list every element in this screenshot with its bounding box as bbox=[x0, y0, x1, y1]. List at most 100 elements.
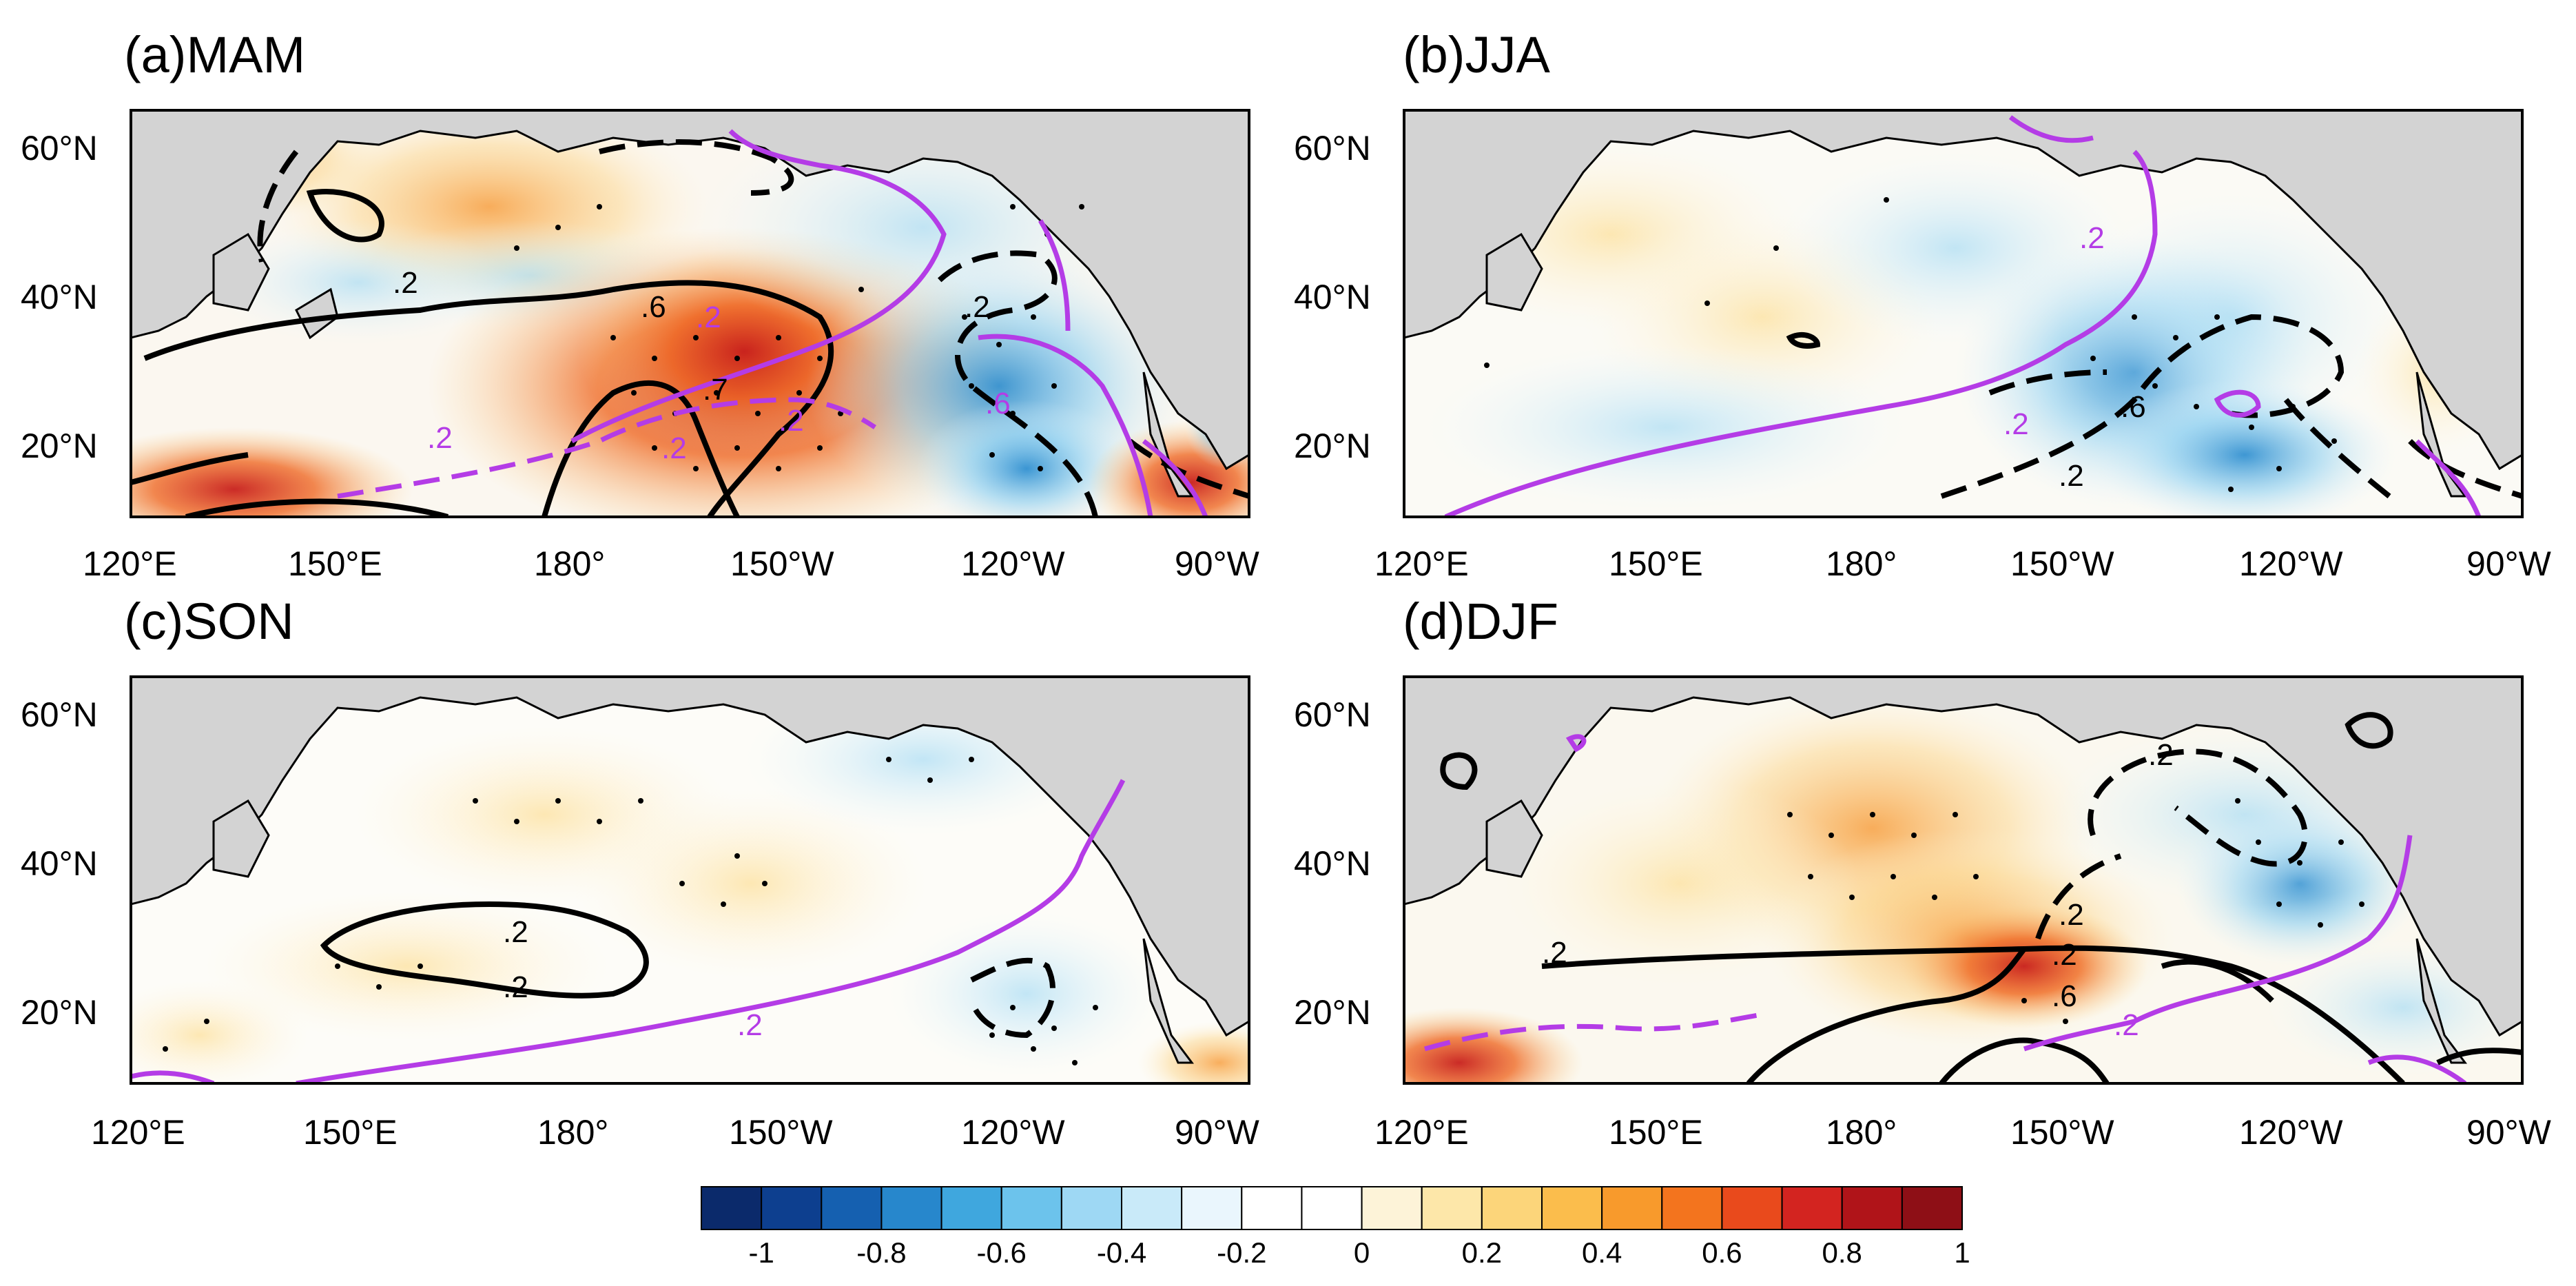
colorbar-swatch bbox=[1661, 1186, 1723, 1230]
lat-tick-a-40: 40°N bbox=[21, 278, 98, 316]
purple-label-d-1: .2 bbox=[2114, 1008, 2139, 1042]
lon-tick-b-180: 180° bbox=[1826, 544, 1897, 583]
contour-label-b-2: .6 bbox=[2121, 390, 2146, 424]
colorbar-tick-label: -1 bbox=[748, 1236, 774, 1269]
lat-tick-b-60: 60°N bbox=[1294, 129, 1371, 167]
colorbar-swatch bbox=[1841, 1186, 1903, 1230]
colorbar-swatch bbox=[1060, 1186, 1123, 1230]
contour-label-c-1: .2 bbox=[503, 915, 528, 949]
lat-tick-a-20: 20°N bbox=[21, 427, 98, 465]
lat-tick-c-60: 60°N bbox=[21, 695, 98, 734]
colorbar-swatch bbox=[821, 1186, 883, 1230]
contour-label-d-1: .2 bbox=[2148, 738, 2174, 772]
colorbar-tick-label: -0.6 bbox=[977, 1236, 1027, 1269]
lon-tick-d-180: 180° bbox=[1826, 1113, 1897, 1152]
panel-title-mam: (a)MAM bbox=[124, 26, 305, 83]
colorbar-swatch bbox=[1481, 1186, 1543, 1230]
stippling-d bbox=[1787, 798, 2364, 1024]
colorbar-swatch bbox=[1181, 1186, 1243, 1230]
colorbar-tick-label: -0.8 bbox=[856, 1236, 906, 1269]
contour-label-b-1: .2 bbox=[2059, 459, 2084, 493]
panel-son: .2 .2 .2 bbox=[130, 675, 1250, 1085]
panel-title-jja: (b)JJA bbox=[1403, 26, 1550, 83]
lon-tick-a-150e: 150°E bbox=[288, 544, 382, 583]
lon-tick-c-90w: 90°W bbox=[1175, 1113, 1260, 1152]
panel-title-son: (c)SON bbox=[124, 593, 294, 650]
purple-label-a-2: .2 bbox=[427, 421, 453, 455]
colorbar-swatch bbox=[1421, 1186, 1483, 1230]
lon-tick-c-120e: 120°E bbox=[91, 1113, 185, 1152]
contour-label-a-2: .6 bbox=[641, 290, 666, 324]
colorbar-tick-label: 0.2 bbox=[1462, 1236, 1502, 1269]
colorbar-swatch bbox=[1781, 1186, 1843, 1230]
colorbar-swatch bbox=[1601, 1186, 1663, 1230]
colorbar-swatch bbox=[761, 1186, 823, 1230]
contour-label-a-1: .2 bbox=[393, 266, 418, 300]
lon-tick-b-120e: 120°E bbox=[1374, 544, 1469, 583]
colorbar: -1 -0.8 -0.6 -0.4 -0.2 0 0.2 0.4 0.6 0.8 1 bbox=[701, 1186, 1970, 1269]
purple-label-c-1: .2 bbox=[737, 1008, 763, 1042]
lon-tick-d-120w: 120°W bbox=[2239, 1113, 2343, 1152]
purple-label-b-2: .2 bbox=[2003, 407, 2029, 441]
colorbar-swatch bbox=[1541, 1186, 1603, 1230]
colorbar-tick-label: 1 bbox=[1954, 1236, 1970, 1269]
lat-tick-c-40: 40°N bbox=[21, 844, 98, 883]
lon-tick-c-150w: 150°W bbox=[729, 1113, 833, 1152]
panel-mam: .2 .6 .7 .2 .2 .2 .2 .6 .2 bbox=[130, 109, 1250, 518]
lon-tick-a-120w: 120°W bbox=[961, 544, 1065, 583]
colorbar-swatch bbox=[1721, 1186, 1783, 1230]
purple-label-a-4: .2 bbox=[779, 404, 804, 438]
colorbar-swatch bbox=[1241, 1186, 1303, 1230]
lon-tick-b-90w: 90°W bbox=[2466, 544, 2552, 583]
lon-tick-a-120e: 120°E bbox=[83, 544, 177, 583]
contour-label-d-2: .2 bbox=[2059, 898, 2084, 932]
panel-djf: .2 .2 .2 .2 .6 .2 bbox=[1403, 675, 2524, 1085]
lon-tick-a-180: 180° bbox=[534, 544, 605, 583]
lon-tick-b-150e: 150°E bbox=[1609, 544, 1703, 583]
contour-label-d-5: .6 bbox=[2052, 979, 2077, 1013]
colorbar-swatch bbox=[1361, 1186, 1423, 1230]
lat-tick-d-20: 20°N bbox=[1294, 993, 1371, 1032]
lat-tick-a-60: 60°N bbox=[21, 129, 98, 167]
stippling-a bbox=[514, 204, 1084, 471]
colorbar-swatch bbox=[940, 1186, 1002, 1230]
colorbar-tick-label: -0.2 bbox=[1217, 1236, 1266, 1269]
purple-label-a-5: .6 bbox=[985, 387, 1011, 420]
lon-tick-c-150e: 150°E bbox=[303, 1113, 398, 1152]
colorbar-swatch bbox=[880, 1186, 942, 1230]
colorbar-tick-label: -0.4 bbox=[1097, 1236, 1146, 1269]
colorbar-tick-label: 0.6 bbox=[1702, 1236, 1742, 1269]
lat-tick-b-40: 40°N bbox=[1294, 278, 1371, 316]
lon-tick-d-150w: 150°W bbox=[2010, 1113, 2114, 1152]
purple-label-b-1: .2 bbox=[2079, 221, 2105, 255]
contour-label-d-3: .2 bbox=[1542, 936, 1567, 970]
lon-tick-a-150w: 150°W bbox=[730, 544, 834, 583]
purple-label-a-3: .2 bbox=[661, 431, 687, 465]
lon-tick-c-180: 180° bbox=[537, 1113, 608, 1152]
contour-label-a-3: .7 bbox=[703, 373, 728, 407]
panel-title-djf: (d)DJF bbox=[1403, 593, 1558, 650]
colorbar-swatch bbox=[1301, 1186, 1363, 1230]
lon-tick-d-120e: 120°E bbox=[1374, 1113, 1469, 1152]
colorbar-swatch bbox=[1000, 1186, 1062, 1230]
lon-tick-d-150e: 150°E bbox=[1609, 1113, 1703, 1152]
lat-tick-d-60: 60°N bbox=[1294, 695, 1371, 734]
colorbar-swatch bbox=[1121, 1186, 1183, 1230]
lon-tick-b-120w: 120°W bbox=[2239, 544, 2343, 583]
lat-tick-b-20: 20°N bbox=[1294, 427, 1371, 465]
panel-jja: .2 .6 .2 .2 bbox=[1403, 109, 2524, 518]
colorbar-swatch bbox=[701, 1186, 763, 1230]
colorbar-tick-label: 0 bbox=[1354, 1236, 1370, 1269]
lon-tick-a-90w: 90°W bbox=[1175, 544, 1260, 583]
colorbar-swatch bbox=[1901, 1186, 1964, 1230]
purple-label-a-6: .2 bbox=[965, 290, 990, 324]
contour-label-c-2: .2 bbox=[503, 970, 528, 1004]
purple-label-a-1: .2 bbox=[696, 300, 721, 334]
lat-tick-d-40: 40°N bbox=[1294, 844, 1371, 883]
lon-tick-c-120w: 120°W bbox=[961, 1113, 1065, 1152]
lon-tick-b-150w: 150°W bbox=[2010, 544, 2114, 583]
axis-labels: 60°N 40°N 20°N 60°N 40°N 20°N 60°N 40°N … bbox=[21, 129, 2552, 1152]
colorbar-tick-label: 0.4 bbox=[1582, 1236, 1622, 1269]
contour-label-d-4: .2 bbox=[2052, 938, 2077, 972]
